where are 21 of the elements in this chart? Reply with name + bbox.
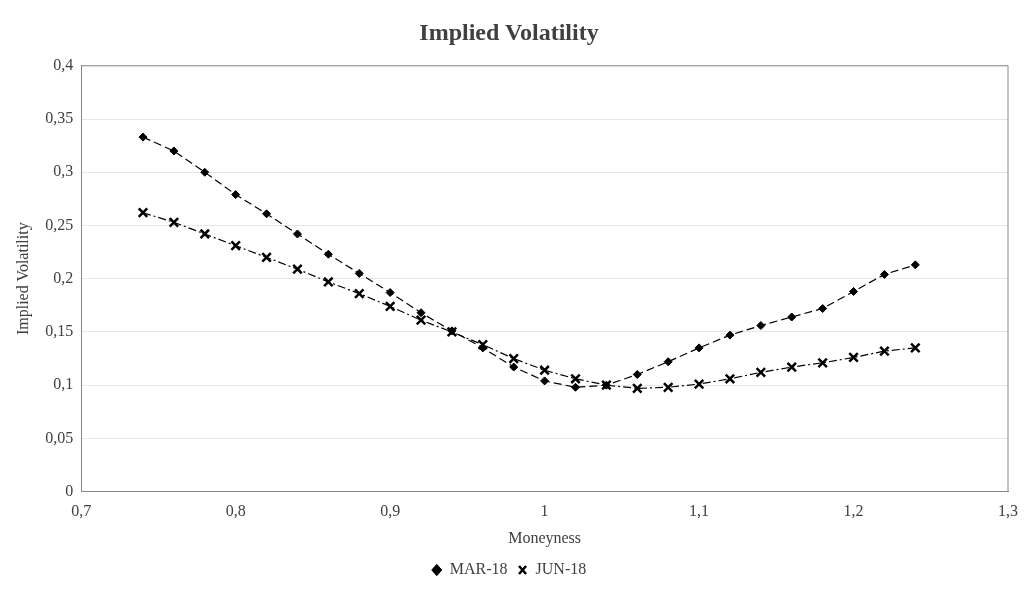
y-tick-label: 0,05 [45, 428, 74, 446]
x-tick-label: 0,8 [225, 502, 246, 520]
y-tick-label: 0,1 [53, 375, 74, 393]
x-axis-title: Moneyness [508, 528, 582, 547]
x-tick-label: 0,7 [71, 502, 92, 520]
y-tick-label: 0,15 [45, 322, 74, 340]
y-tick-label: 0,2 [53, 268, 74, 286]
y-tick-label: 0,25 [45, 215, 74, 233]
chart-title: Implied Volatility [419, 18, 599, 45]
y-tick-label: 0,4 [53, 56, 74, 73]
legend-label: MAR-18 [449, 560, 508, 578]
x-tick-label: 1,2 [843, 502, 864, 520]
legend-label: JUN-18 [535, 560, 587, 578]
x-tick-label: 1,1 [689, 502, 710, 520]
y-axis-title: Implied Volatility [13, 222, 32, 336]
x-tick-label: 1,3 [998, 502, 1018, 520]
x-tick-label: 0,9 [380, 502, 401, 520]
x-tick-label: 1 [540, 502, 549, 520]
y-tick-label: 0,35 [45, 109, 74, 127]
y-tick-label: 0,3 [53, 162, 74, 180]
y-tick-label: 0 [65, 481, 74, 499]
